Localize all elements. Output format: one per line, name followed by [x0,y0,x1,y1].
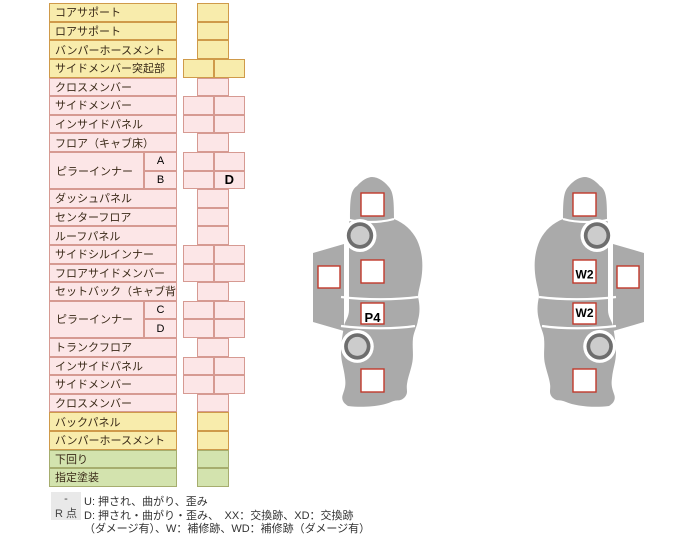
svg-text:W2: W2 [576,268,594,282]
svg-text:W2: W2 [576,306,594,320]
svg-text:P4: P4 [365,310,382,325]
